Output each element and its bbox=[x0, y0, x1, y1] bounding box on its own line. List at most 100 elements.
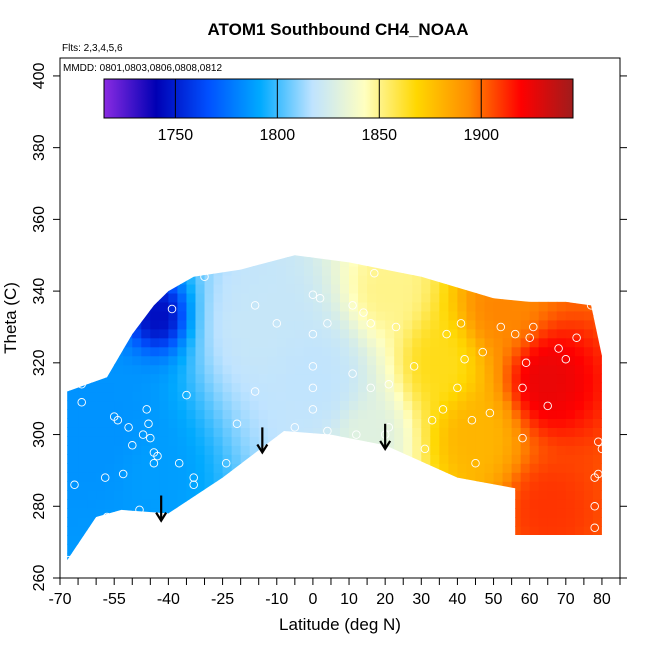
heatmap-cell bbox=[67, 463, 70, 473]
sample-point bbox=[525, 333, 534, 342]
heatmap-cell bbox=[321, 472, 332, 482]
heatmap-cell bbox=[340, 562, 350, 572]
heatmap-cell bbox=[258, 526, 269, 536]
heatmap-cell bbox=[141, 463, 151, 473]
heatmap-cell bbox=[96, 543, 106, 554]
heatmap-cell bbox=[303, 391, 314, 402]
heatmap-cell bbox=[502, 346, 513, 357]
heatmap-cell bbox=[159, 499, 169, 509]
heatmap-cell bbox=[611, 338, 621, 348]
heatmap-cell bbox=[565, 382, 576, 393]
heatmap-cell bbox=[132, 337, 142, 348]
heatmap-cell bbox=[448, 337, 459, 348]
heatmap-cell bbox=[376, 508, 386, 518]
heatmap-cell bbox=[123, 472, 133, 482]
heatmap-cell bbox=[547, 436, 558, 446]
heatmap-cell bbox=[276, 328, 287, 339]
heatmap-cell bbox=[267, 292, 278, 303]
heatmap-cell bbox=[186, 337, 197, 348]
heatmap-cell bbox=[412, 373, 422, 384]
sample-point bbox=[128, 441, 137, 450]
heatmap-cell bbox=[123, 517, 133, 527]
heatmap-cell bbox=[322, 562, 332, 572]
heatmap-cell bbox=[294, 391, 305, 402]
heatmap-cell bbox=[186, 274, 197, 285]
heatmap-cell bbox=[132, 257, 142, 267]
heatmap-cell bbox=[529, 266, 540, 276]
heatmap-cell bbox=[520, 391, 531, 402]
heatmap-cell bbox=[574, 255, 585, 258]
heatmap-cell bbox=[213, 328, 224, 339]
heatmap-cell bbox=[312, 257, 323, 267]
heatmap-cell bbox=[439, 472, 449, 482]
heatmap-cell bbox=[466, 418, 477, 428]
heatmap-cell bbox=[511, 409, 522, 420]
heatmap-cell bbox=[159, 266, 169, 276]
heatmap-cell bbox=[96, 373, 106, 384]
x-tick-label: -10 bbox=[265, 591, 288, 608]
colorbar-tick-label: 1850 bbox=[361, 127, 397, 144]
heatmap-cell bbox=[403, 328, 413, 339]
heatmap-cell bbox=[421, 409, 431, 420]
heatmap-cell bbox=[538, 552, 549, 561]
heatmap-cell bbox=[394, 562, 404, 572]
heatmap-cell bbox=[213, 418, 224, 428]
heatmap-cell bbox=[276, 517, 287, 527]
heatmap-cell bbox=[611, 463, 621, 473]
heatmap-cell bbox=[177, 409, 188, 420]
heatmap-cell bbox=[123, 310, 133, 321]
heatmap-cell bbox=[285, 427, 296, 437]
heatmap-cell bbox=[195, 364, 206, 375]
heatmap-cell bbox=[448, 517, 459, 527]
sample-point bbox=[315, 294, 325, 303]
heatmap-cell bbox=[358, 355, 368, 366]
sample-point bbox=[124, 423, 133, 432]
heatmap-cell bbox=[222, 319, 233, 330]
heatmap-cell bbox=[538, 301, 549, 312]
heatmap-cell bbox=[312, 274, 323, 285]
heatmap-cell bbox=[592, 355, 602, 366]
heatmap-cell bbox=[592, 373, 602, 384]
heatmap-cell bbox=[583, 472, 594, 482]
heatmap-cell bbox=[249, 364, 260, 375]
heatmap-cell bbox=[132, 301, 142, 312]
heatmap-cell bbox=[114, 418, 124, 428]
heatmap-cell bbox=[394, 373, 404, 384]
heatmap-cell bbox=[285, 463, 296, 473]
heatmap-cell bbox=[583, 508, 594, 518]
heatmap-cell bbox=[213, 301, 224, 312]
heatmap-cell bbox=[484, 355, 495, 366]
heatmap-cell bbox=[132, 283, 142, 294]
heatmap-cell bbox=[611, 562, 621, 572]
heatmap-cell bbox=[285, 472, 296, 482]
heatmap-cell bbox=[141, 454, 151, 464]
heatmap-cell bbox=[565, 346, 576, 357]
heatmap-cell bbox=[358, 436, 368, 446]
heatmap-cell bbox=[475, 257, 486, 267]
heatmap-cell bbox=[267, 328, 278, 339]
heatmap-cell bbox=[502, 373, 513, 384]
heatmap-cell bbox=[602, 418, 612, 428]
heatmap-cell bbox=[538, 436, 549, 446]
heatmap-cell bbox=[538, 481, 549, 491]
heatmap-cell bbox=[565, 328, 576, 339]
heatmap-cell bbox=[484, 274, 495, 285]
heatmap-cell bbox=[240, 445, 251, 455]
heatmap-cell bbox=[331, 562, 341, 572]
heatmap-cell bbox=[367, 257, 377, 267]
heatmap-cell bbox=[403, 472, 413, 482]
heatmap-cell bbox=[358, 346, 368, 357]
heatmap-cell bbox=[132, 562, 142, 572]
heatmap-cell bbox=[358, 562, 368, 572]
heatmap-cell bbox=[583, 534, 594, 545]
heatmap-cell bbox=[67, 328, 70, 339]
heatmap-cell bbox=[385, 301, 395, 312]
heatmap-cell bbox=[421, 543, 431, 554]
heatmap-cell bbox=[556, 490, 567, 500]
heatmap-cell bbox=[556, 266, 567, 276]
heatmap-cell bbox=[195, 355, 206, 366]
y-axis-label: Theta (C) bbox=[1, 282, 20, 354]
heatmap-cell bbox=[123, 337, 133, 348]
heatmap-cell bbox=[394, 481, 404, 491]
heatmap-cell bbox=[168, 543, 179, 554]
